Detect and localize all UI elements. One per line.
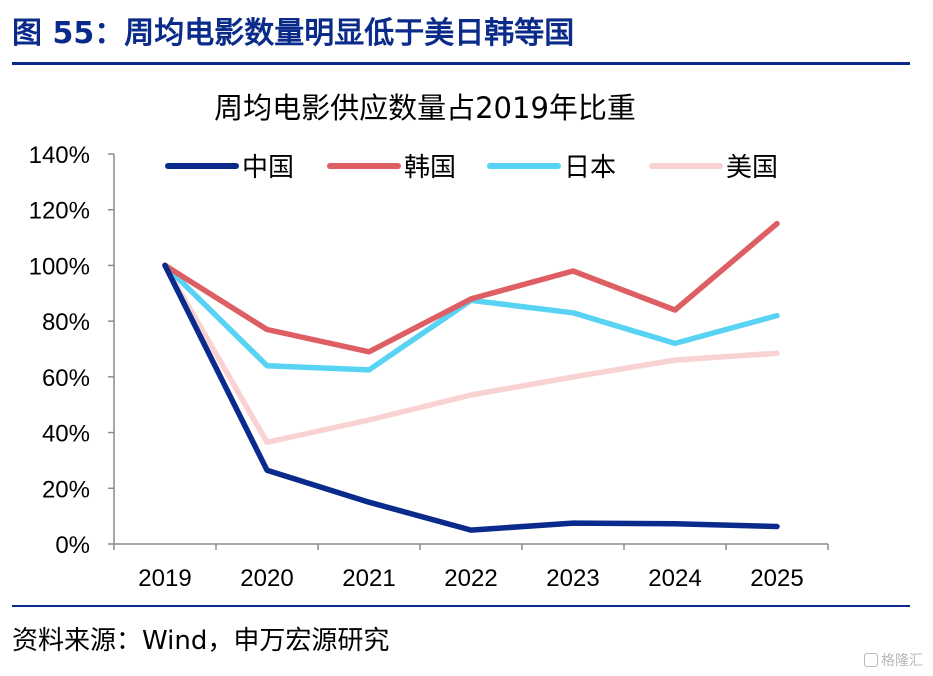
legend-label: 日本 bbox=[564, 153, 616, 183]
series-line-日本 bbox=[162, 262, 780, 373]
title-divider bbox=[12, 62, 910, 65]
gelonghui-logo-icon bbox=[864, 653, 878, 667]
x-tick-label: 2023 bbox=[546, 565, 599, 592]
series-layer bbox=[162, 220, 780, 533]
legend-label: 韩国 bbox=[404, 153, 456, 183]
watermark-text: 格隆汇 bbox=[881, 653, 923, 669]
x-tick-label: 2025 bbox=[750, 565, 803, 592]
watermark: 格隆汇 bbox=[864, 650, 923, 670]
source-note: 资料来源：Wind，申万宏源研究 bbox=[12, 626, 390, 656]
y-tick-label: 120% bbox=[29, 198, 90, 225]
x-tick-label: 2019 bbox=[138, 565, 191, 592]
legend: 中国 韩国 日本 美国 bbox=[165, 153, 778, 183]
y-tick-label: 80% bbox=[42, 309, 90, 336]
series-line-韩国 bbox=[162, 220, 780, 355]
y-tick-label: 20% bbox=[42, 476, 90, 503]
x-tick-label: 2020 bbox=[240, 565, 293, 592]
x-tick-label: 2022 bbox=[444, 565, 497, 592]
legend-label: 美国 bbox=[726, 153, 778, 183]
y-tick-label: 60% bbox=[42, 365, 90, 392]
axes: 0% 20% 40% 60% 80% 100% 120% 140% 2019 2020 2021 20… bbox=[29, 142, 829, 592]
y-tick-label: 0% bbox=[55, 532, 90, 559]
x-tick-label: 2021 bbox=[342, 565, 395, 592]
x-tick-label: 2024 bbox=[648, 565, 701, 592]
legend-label: 中国 bbox=[242, 153, 294, 183]
series-line-中国 bbox=[162, 262, 780, 533]
y-tick-label: 140% bbox=[29, 142, 90, 169]
chart-title: 周均电影供应数量占2019年比重 bbox=[214, 91, 636, 125]
series-line-美国 bbox=[162, 262, 780, 446]
figure-title: 图 55：周均电影数量明显低于美日韩等国 bbox=[12, 16, 575, 51]
y-tick-label: 40% bbox=[42, 421, 90, 448]
source-divider bbox=[12, 605, 910, 607]
y-tick-label: 100% bbox=[29, 253, 90, 280]
